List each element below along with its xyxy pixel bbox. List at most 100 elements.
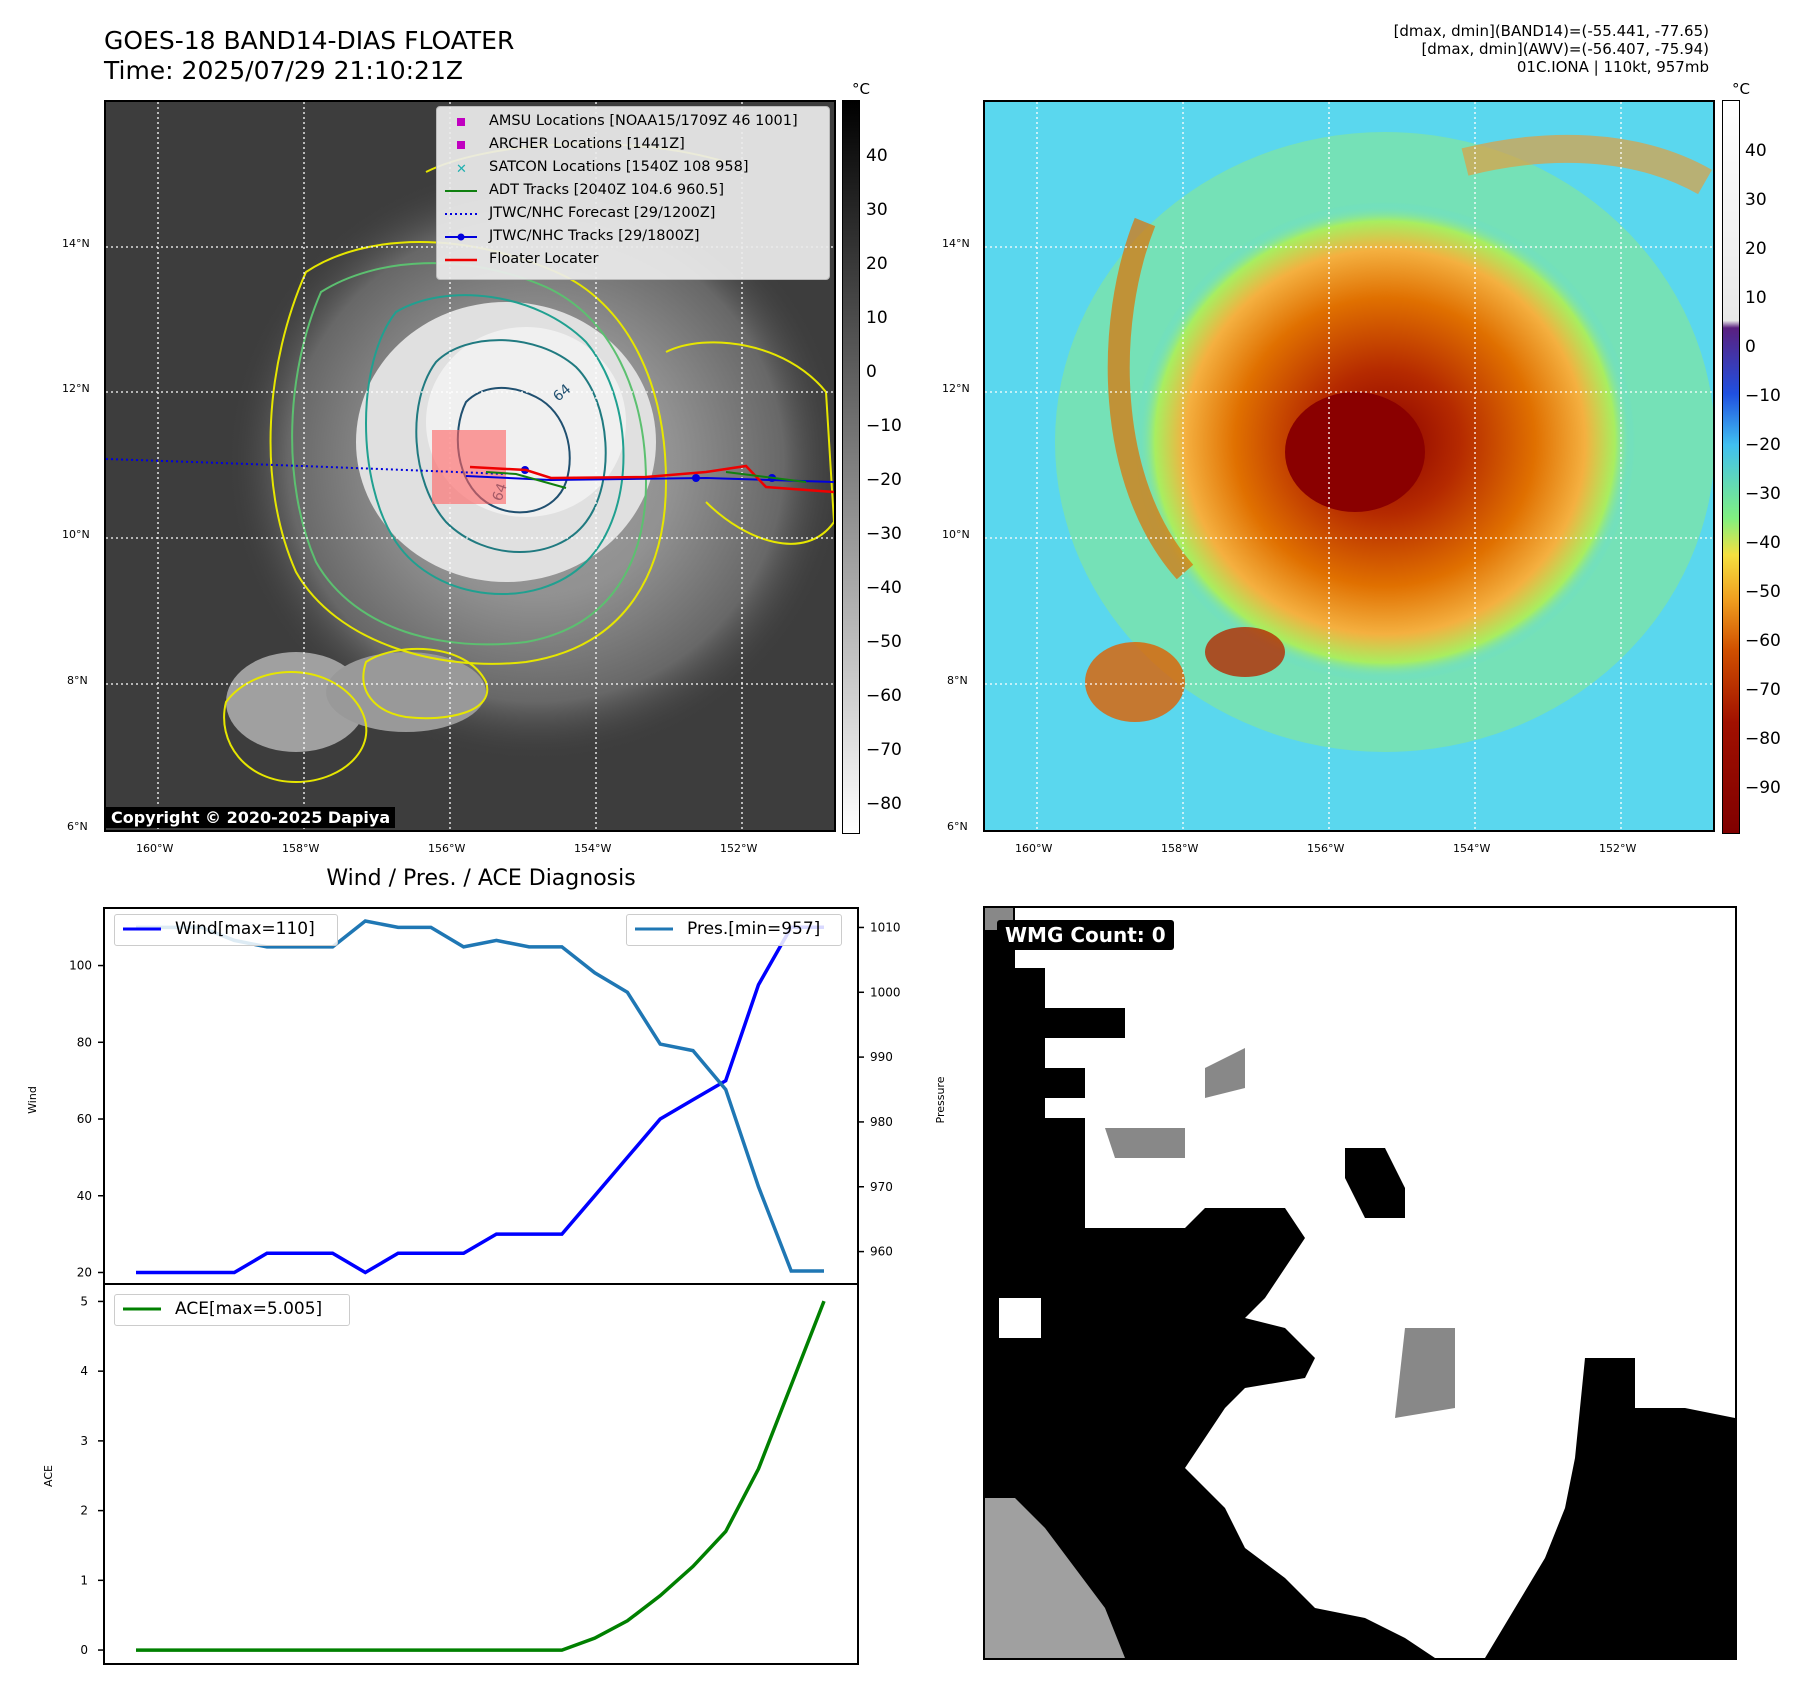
pressure-tick-label: 990 [870,1050,893,1064]
colorbar-tick: −30 [1745,484,1781,504]
awv-map [985,102,1713,830]
pressure-tick-label: 1010 [870,920,901,934]
wind-series-line [136,925,824,1275]
colorbar-tick: −90 [1745,778,1781,798]
colorbar-tick: 30 [1745,190,1767,210]
wind-axis-label: Wind [26,1086,39,1114]
title-line-1: GOES-18 BAND14-DIAS FLOATER [104,26,515,55]
ace-plot: 5 4 3 2 1 0 [80,1283,859,1665]
colorbar-tick: 0 [866,362,877,382]
lon-label: 152°W [1599,842,1637,855]
ace-axis-label: ACE [42,1465,55,1487]
colorbar-tick: −30 [866,524,902,544]
awv-gridlines [985,102,1713,830]
lat-label: 8°N [67,674,88,687]
ace-tick-label: 2 [80,1504,88,1518]
colorbar-tick: −40 [866,578,902,598]
lat-label: 12°N [942,382,970,395]
colorbar-tick: −50 [866,632,902,652]
colorbar-tick: −20 [866,470,902,490]
floater-box [432,430,506,504]
colorbar-tick: 20 [1745,239,1767,259]
pressure-tick-label: 970 [870,1180,893,1194]
colorbar-tick: 0 [1745,337,1756,357]
lat-label: 14°N [62,237,90,250]
wind-tick-label: 60 [77,1112,92,1126]
pressure-legend: Pres.[min=957] [626,914,842,946]
ace-tick-label: 4 [80,1364,88,1378]
wind-tick-label: 80 [77,1035,92,1049]
colorbar-tick: 40 [866,146,888,166]
wind-legend: Wind[max=110] [114,914,338,946]
title-line-2: Time: 2025/07/29 21:10:21Z [104,56,463,85]
lon-label: 154°W [1453,842,1491,855]
colorbar-tick: −10 [866,416,902,436]
adt-track [485,471,807,489]
wind-tick-label: 20 [77,1265,92,1279]
pressure-axis-label: Pressure [934,1076,947,1123]
pressure-tick-label: 1000 [870,985,901,999]
wind-tick-label: 40 [77,1189,92,1203]
lon-label: 160°W [136,842,174,855]
wind-tick-label: 100 [69,959,92,973]
ace-tick-label: 3 [80,1434,88,1448]
map-legend: AMSU Locations [NOAA15/1709Z 46 1001] AR… [436,106,830,280]
lat-label: 12°N [62,382,90,395]
pressure-series-line [136,919,824,1273]
ace-tick-label: 1 [80,1573,88,1587]
colorbar-tick: 10 [866,308,888,328]
colorbar-tick: −60 [866,686,902,706]
lon-label: 160°W [1015,842,1053,855]
lon-label: 158°W [282,842,320,855]
pressure-tick-label: 980 [870,1115,893,1129]
colorbar-tick: −80 [866,794,902,814]
wmg-panel: WMG Count: 0 [983,906,1737,1660]
ace-tick-label: 0 [80,1643,88,1657]
lat-label: 8°N [947,674,968,687]
forecast-track [106,458,507,475]
lon-label: 152°W [720,842,758,855]
colorbar-tick: −80 [1745,729,1781,749]
wmg-mask [985,908,1735,1658]
wind-pressure-plot: 100 80 60 40 20 1010 1000 990 980 970 960 [69,907,901,1285]
lat-label: 14°N [942,237,970,250]
lon-label: 158°W [1161,842,1199,855]
colorbar-unit-2: °C [1732,80,1750,98]
colorbar-tick: 10 [1745,288,1767,308]
lat-label: 6°N [67,820,88,833]
lat-label: 10°N [942,528,970,541]
colorbar-tick: 40 [1745,141,1767,161]
figure-title: GOES-18 BAND14-DIAS FLOATER Time: 2025/0… [104,26,514,86]
colorbar-tick: −40 [1745,533,1781,553]
ace-series-line [136,1300,826,1652]
diagnosis-title: Wind / Pres. / ACE Diagnosis [326,866,636,891]
band14-range: [dmax, dmin](BAND14)=(-55.441, -77.65) [1393,22,1709,40]
lon-label: 156°W [428,842,466,855]
colorbar-tick: −50 [1745,582,1781,602]
colorbar-tick: −70 [1745,680,1781,700]
storm-info: 01C.IONA | 110kt, 957mb [1516,58,1709,76]
pressure-tick-label: 960 [870,1245,893,1259]
intensity-annotation: [dmax, dmin](BAND14)=(-55.441, -77.65) [… [1394,22,1709,76]
ace-legend: ACE[max=5.005] [114,1294,350,1326]
colorbar-tick: −70 [866,740,902,760]
ir-map-panel: 64 64 AMSU Locations [NOAA15/1709Z 46 10… [104,100,836,832]
colorbar-tick: 30 [866,200,888,220]
wmg-count-label: WMG Count: 0 [997,920,1174,950]
awv-map-panel [983,100,1715,832]
lon-label: 154°W [574,842,612,855]
diagnosis-svg: 100 80 60 40 20 1010 1000 990 980 970 960 5 4 3 2 1 0 W… [26,907,947,1665]
svg-text:✕: ✕ [456,162,467,177]
ace-tick-label: 5 [80,1294,88,1308]
grayscale-colorbar [842,100,860,834]
colorbar-tick: −20 [1745,435,1781,455]
colorbar-tick: −10 [1745,386,1781,406]
lon-label: 156°W [1307,842,1345,855]
color-colorbar [1722,100,1740,834]
awv-range: [dmax, dmin](AWV)=(-56.407, -75.94) [1421,40,1709,58]
copyright: Copyright © 2020-2025 Dapiya [106,807,396,828]
floater-track [469,464,834,494]
colorbar-tick: 20 [866,254,888,274]
lat-label: 10°N [62,528,90,541]
lat-label: 6°N [947,820,968,833]
